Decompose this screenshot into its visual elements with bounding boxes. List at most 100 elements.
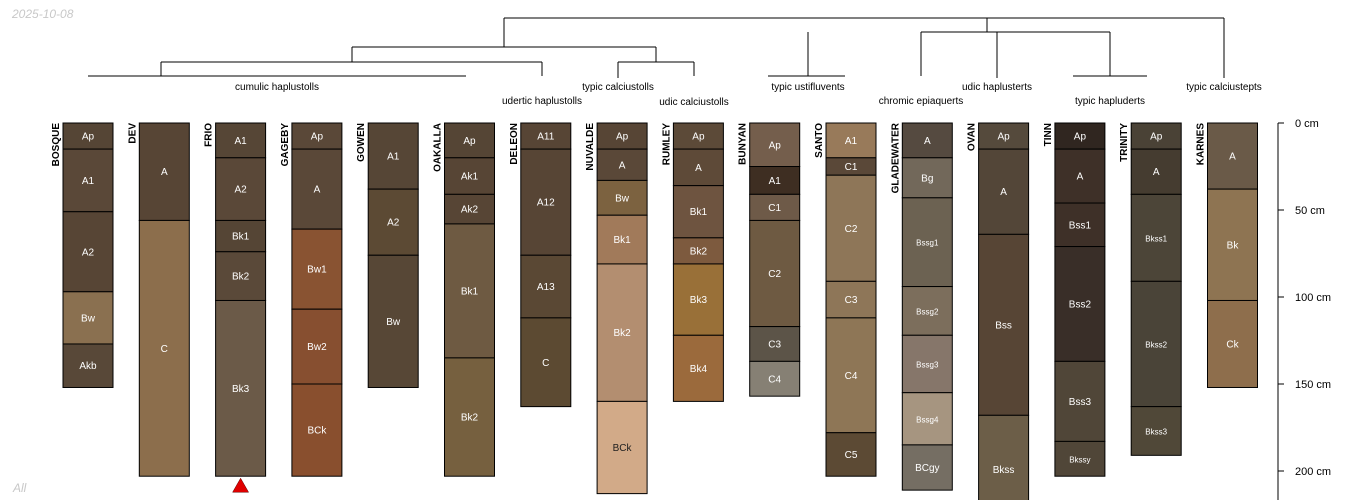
profile-name: GOWEN <box>356 123 367 162</box>
horizon <box>1054 148 1106 204</box>
horizon-label: Bw1 <box>307 265 327 276</box>
horizon <box>291 122 343 150</box>
horizon-label: C2 <box>768 269 781 280</box>
horizon <box>1207 122 1258 190</box>
horizon <box>901 197 953 288</box>
horizon <box>215 251 267 301</box>
horizon <box>596 263 648 402</box>
horizon-label: A <box>314 185 321 196</box>
depth-axis: 0 cm 50 cm 100 cm 150 cm 200 cm <box>1277 118 1331 500</box>
horizon <box>291 383 343 477</box>
soil-profile: FRIO A1 A2 Bk1 Bk2 Bk3 <box>204 122 267 493</box>
depth-marker-icon <box>232 477 250 493</box>
soil-profile: TINN Ap A Bss1 Bss2 Bss3 Bkssy <box>1043 122 1106 477</box>
soil-profile: TRINITY Ap A Bkss1 Bkss2 Bkss3 <box>1119 122 1182 456</box>
horizon-label: C1 <box>845 162 858 173</box>
horizon-label: Ak2 <box>461 205 479 216</box>
soil-profile: GLADEWATER A Bg Bssg1 Bssg2 Bssg3 Bssg4 BCgy <box>890 122 953 491</box>
horizon <box>444 122 495 159</box>
horizon-label: C5 <box>845 450 858 461</box>
dendrogram-branch <box>160 17 1225 78</box>
profile-name: RUMLEY <box>661 123 672 166</box>
horizon <box>520 254 572 319</box>
horizon-label: Bkss3 <box>1145 427 1167 436</box>
depth-tick-label: 200 cm <box>1295 466 1331 478</box>
horizon <box>444 357 495 477</box>
horizon-label: A1 <box>769 176 782 187</box>
horizon-label: Bkss2 <box>1145 340 1167 349</box>
horizon-label: Bk1 <box>232 232 250 243</box>
horizon-label: A2 <box>387 218 400 229</box>
horizon <box>215 299 267 477</box>
horizon <box>138 219 190 477</box>
profile-name: BOSQUE <box>51 123 62 167</box>
taxon-label: chromic epiaquerts <box>879 96 963 107</box>
soil-profile: KARNES A Bk Ck <box>1196 122 1258 388</box>
horizon-label: A <box>1229 152 1236 163</box>
profiles: BOSQUE Ap A1 A2 Bw Akb DEV A C FRIO A1 A2 Bk1 Bk2 Bk3 G… <box>51 122 1258 500</box>
horizon <box>1207 188 1258 301</box>
horizon-label: A <box>619 160 626 171</box>
horizon-label: Bssg2 <box>916 307 939 316</box>
horizon <box>444 223 495 359</box>
horizon-label: Bk <box>1227 240 1240 251</box>
horizon-label: A <box>1000 187 1007 198</box>
horizon <box>672 334 724 402</box>
taxon-label: udertic haplustolls <box>502 96 582 107</box>
horizon-label: A11 <box>537 132 554 143</box>
horizon <box>291 228 343 310</box>
taxon-label: typic ustifluvents <box>771 82 844 93</box>
horizon-label: A <box>161 167 168 178</box>
depth-tick-label: 50 cm <box>1295 205 1325 217</box>
horizon-label: A <box>924 136 931 147</box>
depth-tick-label: 150 cm <box>1295 379 1331 391</box>
horizon <box>901 122 953 159</box>
horizon <box>62 291 114 345</box>
taxon-label: typic calciustepts <box>1186 82 1262 93</box>
horizon-label: A1 <box>387 152 400 163</box>
horizon <box>978 414 1030 500</box>
profile-name: TRINITY <box>1119 123 1130 162</box>
horizon <box>825 317 877 434</box>
horizon-label: Bss2 <box>1069 299 1092 310</box>
date-stamp: 2025-10-08 <box>12 7 74 21</box>
soil-profile: GOWEN A1 A2 Bw <box>356 122 419 388</box>
horizon-label: Bssg3 <box>916 360 939 369</box>
taxon-label: cumulic haplustolls <box>235 82 319 93</box>
profile-name: OVAN <box>967 123 978 151</box>
soil-profile: DELEON A11 A12 A13 C <box>509 122 572 408</box>
horizon <box>825 174 877 282</box>
soil-profile: NUVALDE Ap A Bw Bk1 Bk2 BCk <box>585 122 648 495</box>
horizon-label: Bk2 <box>690 246 708 257</box>
horizon-label: BCgy <box>915 463 939 474</box>
horizon <box>1130 148 1182 195</box>
horizon-label: Bk1 <box>613 235 631 246</box>
horizon <box>291 308 343 385</box>
profile-name: DEV <box>127 123 138 144</box>
taxon-label: udic calciustolls <box>659 97 728 108</box>
horizon-label: Bssg4 <box>916 415 939 424</box>
horizon-label: C4 <box>845 371 858 382</box>
corner-note: All <box>13 481 27 495</box>
horizon <box>596 214 648 265</box>
horizon <box>367 188 419 256</box>
horizon <box>62 148 114 213</box>
horizon-label: Ap <box>1150 132 1163 143</box>
taxon-label: typic calciustolls <box>582 82 654 93</box>
horizon-label: Ap <box>997 132 1010 143</box>
horizon <box>1130 280 1182 408</box>
soil-profile: DEV A C <box>127 122 190 477</box>
horizon-label: Bw <box>81 313 96 324</box>
horizon <box>62 343 114 388</box>
horizon <box>749 122 801 167</box>
horizon <box>596 400 648 495</box>
horizon-label: BCk <box>613 443 633 454</box>
soil-profile: RUMLEY Ap A Bk1 Bk2 Bk3 Bk4 <box>661 122 724 402</box>
horizon-label: A2 <box>234 185 247 196</box>
profile-name: BUNYAN <box>738 123 749 165</box>
horizon <box>596 122 648 150</box>
horizon <box>1054 122 1106 150</box>
soil-profile: SANTO A1 C1 C2 C3 C4 C5 <box>814 122 877 477</box>
horizon <box>367 254 419 388</box>
horizon <box>825 432 877 477</box>
